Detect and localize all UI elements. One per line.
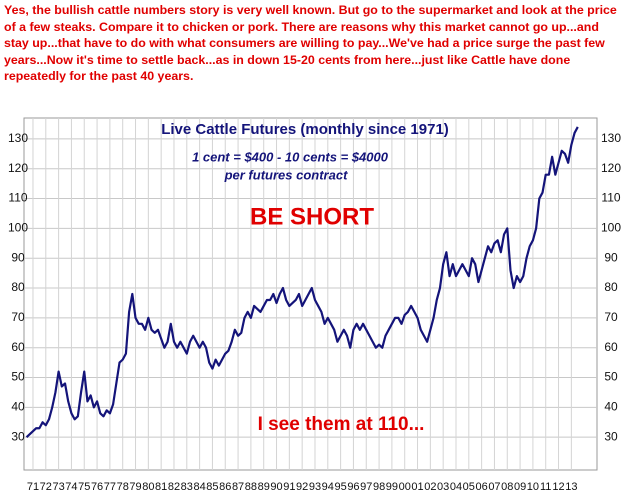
y-tick-label-right: 130: [601, 131, 621, 145]
annotation: BE SHORT: [250, 203, 374, 230]
x-tick-label: 91: [283, 481, 295, 493]
x-tick-label: 79: [129, 481, 141, 493]
x-tick-label: 95: [334, 481, 346, 493]
x-tick-label: 80: [142, 481, 154, 493]
y-tick-label: 40: [11, 400, 25, 414]
x-tick-label: 97: [360, 481, 372, 493]
annotation: I see them at 110...: [258, 414, 425, 435]
x-tick-label: 96: [347, 481, 359, 493]
x-tick-label: 74: [65, 481, 77, 493]
y-tick-label: 80: [11, 280, 25, 294]
x-tick-label: 01: [411, 481, 423, 493]
x-tick-label: 71: [27, 481, 39, 493]
y-tick-label-right: 100: [601, 221, 621, 235]
x-tick-label: 93: [309, 481, 321, 493]
x-tick-label: 86: [219, 481, 231, 493]
x-tick-label: 76: [91, 481, 103, 493]
y-tick-label: 30: [11, 429, 25, 443]
marks: [25, 126, 579, 438]
subtitle: per futures contract: [224, 167, 348, 182]
x-tick-label: 90: [270, 481, 282, 493]
x-tick-label: 87: [232, 481, 244, 493]
y-tick-label-right: 110: [601, 191, 620, 205]
subtitle: 1 cent = $400 - 10 cents = $4000: [192, 149, 389, 164]
y-tick-label-right: 40: [604, 400, 618, 414]
y-tick-label-right: 120: [601, 161, 621, 175]
x-tick-label: 12: [552, 481, 564, 493]
x-tick-label: 73: [52, 481, 64, 493]
x-tick-label: 00: [399, 481, 411, 493]
x-tick-label: 84: [193, 481, 205, 493]
y-tick-label: 50: [11, 370, 25, 384]
x-tick-label: 92: [296, 481, 308, 493]
x-tick-label: 04: [450, 481, 462, 493]
x-tick-label: 05: [463, 481, 475, 493]
x-tick-label: 82: [168, 481, 180, 493]
y-tick-label: 90: [11, 250, 25, 264]
y-tick-label-right: 50: [604, 370, 618, 384]
commentary: Yes, the bullish cattle numbers story is…: [4, 3, 617, 84]
x-tick-label: 13: [565, 481, 577, 493]
y-tick-label-right: 80: [604, 280, 618, 294]
x-tick-label: 85: [206, 481, 218, 493]
x-tick-label: 78: [117, 481, 129, 493]
labels: Live Cattle Futures (monthly since 1971)…: [8, 121, 621, 493]
chart-title: Live Cattle Futures (monthly since 1971): [161, 121, 449, 138]
x-tick-label: 10: [527, 481, 539, 493]
y-tick-label: 110: [8, 191, 27, 205]
y-tick-label-right: 70: [604, 310, 618, 324]
x-tick-label: 98: [373, 481, 385, 493]
x-tick-label: 11: [540, 481, 551, 493]
y-tick-label: 60: [11, 340, 25, 354]
x-tick-label: 94: [322, 481, 334, 493]
x-tick-label: 72: [40, 481, 52, 493]
x-tick-label: 03: [437, 481, 449, 493]
y-tick-label: 130: [8, 131, 28, 145]
y-tick-label-right: 30: [604, 429, 618, 443]
x-tick-label: 81: [155, 481, 167, 493]
y-tick-label-right: 60: [604, 340, 618, 354]
y-tick-label-right: 90: [604, 250, 618, 264]
x-tick-label: 89: [258, 481, 270, 493]
x-tick-label: 99: [386, 481, 398, 493]
x-tick-label: 75: [78, 481, 90, 493]
x-tick-label: 88: [245, 481, 257, 493]
x-tick-label: 09: [514, 481, 526, 493]
x-tick-label: 83: [181, 481, 193, 493]
price-line: [25, 126, 579, 438]
x-tick-label: 06: [476, 481, 488, 493]
x-tick-label: 08: [501, 481, 513, 493]
y-tick-label: 120: [8, 161, 28, 175]
x-tick-label: 02: [424, 481, 436, 493]
x-tick-label: 77: [104, 481, 116, 493]
x-tick-label: 07: [488, 481, 500, 493]
y-tick-label: 100: [8, 221, 28, 235]
y-tick-label: 70: [11, 310, 25, 324]
plot-area: [23, 117, 598, 471]
grid: [24, 118, 597, 470]
